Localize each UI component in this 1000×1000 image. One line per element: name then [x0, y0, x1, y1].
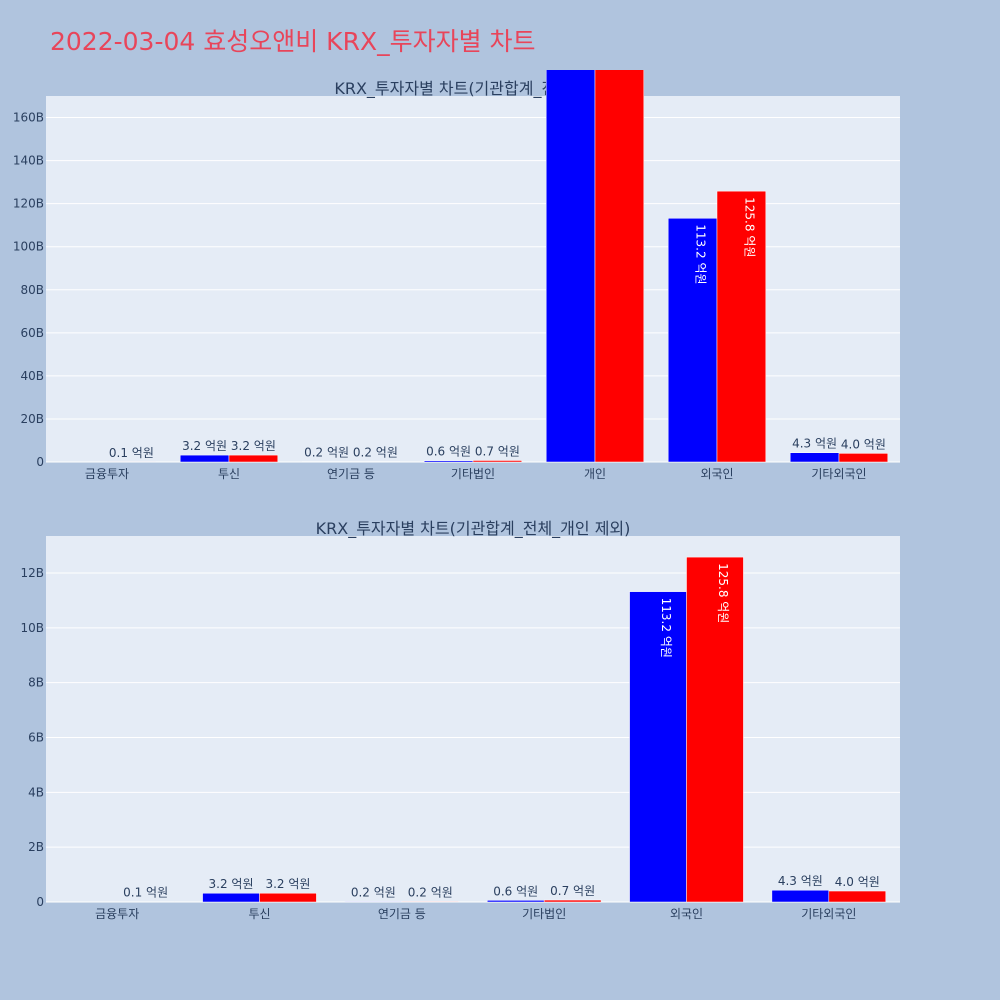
y-tick-label: 4B [28, 785, 44, 799]
y-tick-label: 60B [20, 326, 44, 340]
bar [686, 556, 744, 903]
x-tick-label: 금융투자 [85, 467, 129, 481]
x-tick-label: 투신 [218, 467, 240, 481]
bar-value-label: 113.2 억원 [659, 598, 673, 658]
plot-area [46, 96, 900, 462]
y-tick-label: 0 [36, 455, 44, 469]
bar-value-label: 113.2 억원 [694, 224, 708, 284]
bar-value-label: 0.7 억원 [550, 884, 595, 898]
y-tick-label: 120B [13, 197, 44, 211]
bar [828, 890, 887, 903]
x-tick-label: 외국인 [670, 907, 703, 921]
chart-title: KRX_투자자별 차트(기관합계_전체 제외) [334, 79, 611, 99]
bar [401, 901, 460, 903]
page-title: 2022-03-04 효성오앤비 KRX_투자자별 차트 [50, 27, 536, 56]
bar [771, 889, 830, 903]
y-tick-label: 40B [20, 369, 44, 383]
y-tick-label: 12B [20, 566, 44, 580]
bar [543, 899, 602, 903]
x-tick-label: 개인 [584, 467, 606, 481]
bar [594, 70, 645, 463]
bar [344, 901, 403, 903]
x-tick-label: 기타외국인 [811, 467, 866, 481]
bar [423, 460, 474, 463]
x-tick-label: 금융투자 [95, 907, 139, 921]
x-tick-label: 연기금 등 [378, 907, 426, 921]
bar-value-label: 4.3 억원 [792, 437, 837, 451]
bar-value-label: 125.8 억원 [742, 197, 756, 257]
bar [667, 218, 718, 463]
bar [545, 70, 596, 463]
bar [716, 190, 767, 463]
bar-value-label: 0.2 억원 [304, 446, 349, 460]
bar [228, 454, 279, 463]
bar-value-label: 3.2 억원 [265, 877, 310, 891]
bar-value-label: 0.6 억원 [426, 445, 471, 459]
bar [486, 900, 545, 903]
x-tick-label: 투신 [248, 907, 270, 921]
bar [629, 591, 687, 903]
plot-area [46, 536, 900, 902]
bar [472, 460, 523, 463]
y-tick-label: 140B [13, 154, 44, 168]
y-tick-label: 6B [28, 731, 44, 745]
bar [202, 892, 260, 903]
y-tick-label: 10B [20, 621, 44, 635]
bar-value-label: 3.2 억원 [209, 877, 254, 891]
bar [789, 452, 840, 463]
bar [259, 892, 317, 903]
y-tick-label: 160B [13, 111, 44, 125]
bar-value-label: 4.0 억원 [841, 437, 886, 451]
bar-value-label: 0.2 억원 [353, 446, 398, 460]
bar [838, 453, 889, 463]
x-tick-label: 기타법인 [451, 467, 495, 481]
x-tick-label: 기타외국인 [801, 907, 856, 921]
bar-value-label: 4.3 억원 [778, 874, 823, 888]
y-tick-label: 100B [13, 240, 44, 254]
bar-value-label: 0.7 억원 [475, 444, 520, 458]
chart-krx-excl-institution-individual: KRX_투자자별 차트(기관합계_전체_개인 제외) 0 2B 4B 6B 8B 10B 12… [20, 519, 900, 921]
y-tick-label: 2B [28, 840, 44, 854]
bar-value-label: 0.1 억원 [123, 886, 168, 900]
bar-value-label: 0.6 억원 [493, 884, 538, 898]
x-tick-label: 외국인 [700, 467, 733, 481]
bar-value-label: 0.2 억원 [408, 885, 453, 899]
bar-value-label: 3.2 억원 [182, 439, 227, 453]
bar [179, 454, 230, 463]
bar-value-label: 125.8 억원 [716, 563, 730, 623]
y-tick-label: 80B [20, 283, 44, 297]
x-tick-label: 연기금 등 [327, 467, 375, 481]
bar-value-label: 0.1 억원 [109, 446, 154, 460]
y-tick-label: 8B [28, 676, 44, 690]
chart-krx-excl-institution: KRX_투자자별 차트(기관합계_전체 제외) 0 20B 40B 60B 80B 100B… [13, 70, 900, 481]
x-tick-label: 기타법인 [522, 907, 566, 921]
bar-value-label: 3.2 억원 [231, 439, 276, 453]
y-tick-label: 20B [20, 412, 44, 426]
bar-value-label: 4.0 억원 [835, 875, 880, 889]
chart-title: KRX_투자자별 차트(기관합계_전체_개인 제외) [316, 519, 631, 539]
y-tick-label: 0 [36, 895, 44, 909]
bar-value-label: 0.2 억원 [351, 885, 396, 899]
